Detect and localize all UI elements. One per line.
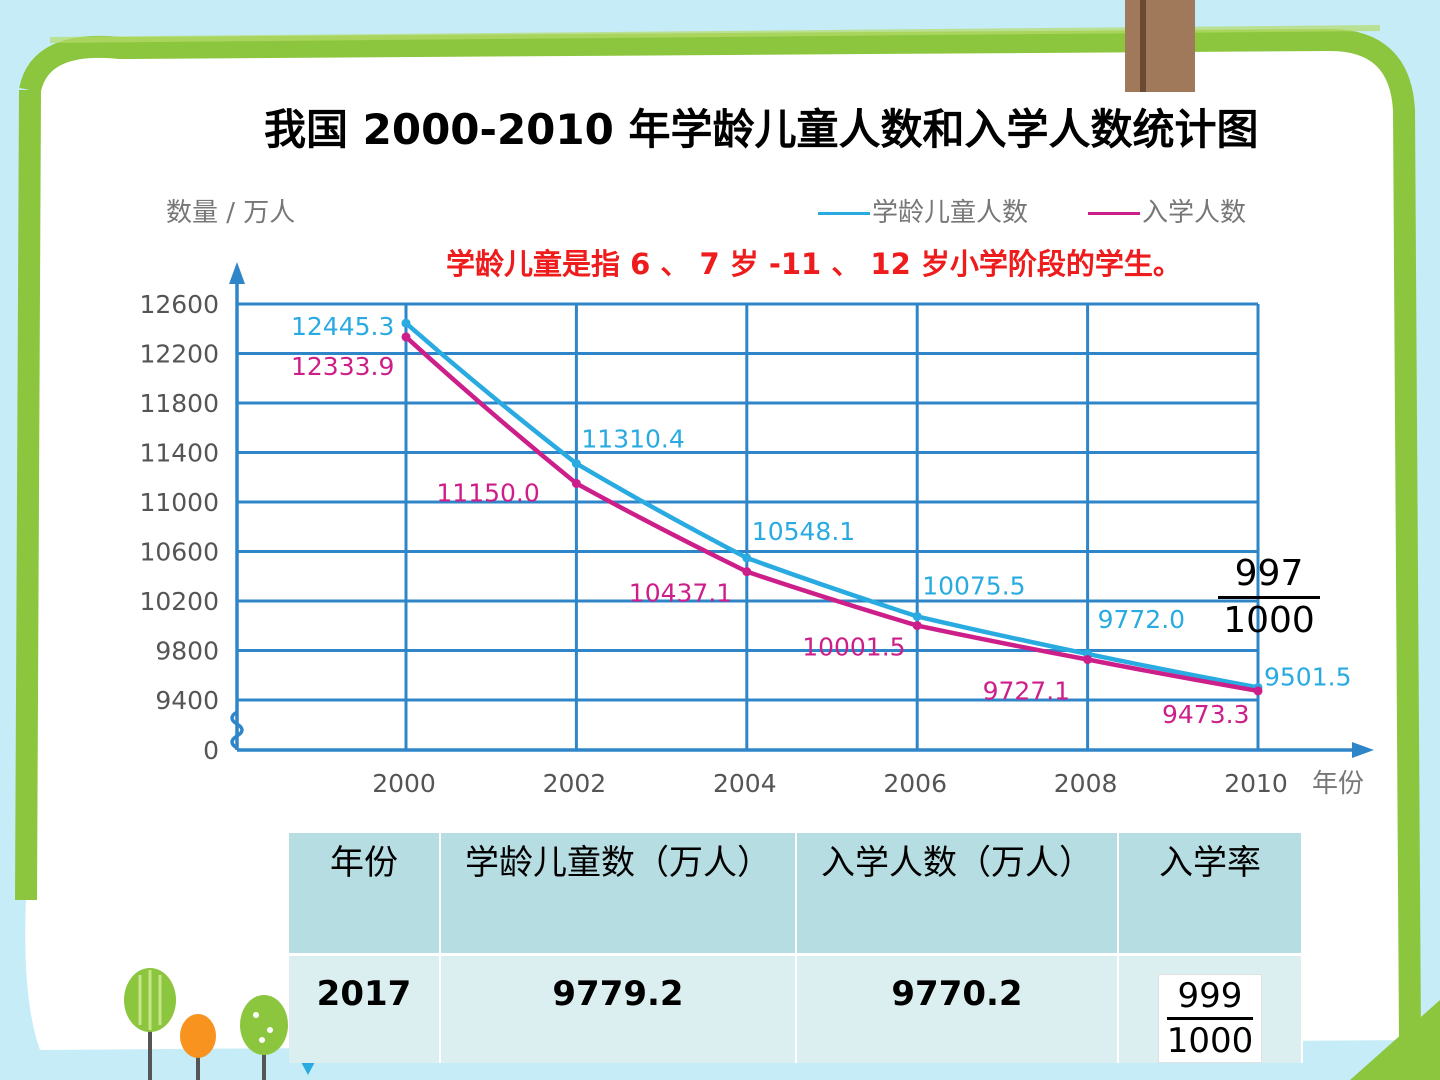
cell-enrolled: 9770.2 — [796, 954, 1119, 1063]
cell-rate: 999 1000 — [1118, 954, 1303, 1063]
cell-year: 2017 — [289, 954, 441, 1063]
data-point — [1083, 655, 1093, 665]
x-tick-label: 2004 — [713, 769, 777, 798]
y-axis-label: 数量 / 万人 — [166, 198, 296, 228]
fraction-overlay: 997 1000 — [1218, 552, 1320, 643]
fraction-numerator: 997 — [1234, 553, 1304, 594]
rate-denominator: 1000 — [1166, 1021, 1254, 1061]
chart-title: 我国 2000-2010 年学龄儿童人数和入学人数统计图 — [264, 105, 1259, 154]
chart-note: 学龄儿童是指 6 、 7 岁 -11 、 12 岁小学阶段的学生。 — [446, 247, 1182, 281]
data-point — [571, 478, 581, 488]
data-label: 9727.1 — [983, 677, 1070, 706]
rate-numerator: 999 — [1177, 976, 1243, 1016]
data-label: 9501.5 — [1264, 662, 1351, 691]
x-tick-label: 2006 — [883, 769, 947, 798]
y-axis-arrow — [229, 262, 245, 284]
rate-fraction-bar — [1166, 1017, 1254, 1020]
data-point — [912, 611, 922, 621]
legend-label-children: 学龄儿童人数 — [872, 198, 1029, 228]
fraction-denominator: 1000 — [1223, 600, 1315, 641]
series-line-children — [403, 320, 1261, 690]
y-tick-label: 11800 — [139, 389, 219, 418]
rate-fraction: 999 1000 — [1157, 974, 1263, 1063]
data-table: 年份 学龄儿童数（万人） 入学人数（万人） 入学率 2017 9779.2 97… — [289, 833, 1303, 1063]
series-line-enrolled — [403, 334, 1261, 694]
legend-item-enrolled: 入学人数 — [1088, 192, 1246, 229]
y-tick-label: 10600 — [139, 538, 219, 567]
data-point — [1253, 686, 1263, 696]
header-year: 年份 — [289, 833, 441, 956]
line-chart: 0 9400 9800 10200 10600 11000 11400 11800 12200 1… — [139, 262, 1374, 799]
legend-swatch-enrolled — [1088, 212, 1140, 215]
y-tick-label: 0 — [203, 736, 219, 765]
x-axis-arrow — [1352, 742, 1374, 758]
y-tick-label: 9400 — [155, 686, 219, 715]
data-label: 12333.9 — [291, 352, 394, 381]
table-row: 2017 9779.2 9770.2 999 1000 — [289, 954, 1303, 1063]
data-label: 10075.5 — [922, 571, 1025, 600]
header-rate: 入学率 — [1118, 833, 1303, 956]
data-point — [742, 567, 752, 577]
data-label: 9772.0 — [1098, 605, 1185, 634]
table-header-row: 年份 学龄儿童数（万人） 入学人数（万人） 入学率 — [289, 833, 1303, 956]
y-axis-break — [230, 710, 244, 750]
legend-item-children: 学龄儿童人数 — [818, 192, 1028, 229]
data-label: 10001.5 — [802, 633, 905, 662]
data-label: 11150.0 — [436, 478, 539, 507]
y-tick-label: 9800 — [155, 637, 219, 666]
y-tick-label: 10200 — [139, 587, 219, 616]
x-axis-label: 年份 — [1312, 769, 1364, 799]
cell-children: 9779.2 — [440, 954, 797, 1063]
data-label: 10437.1 — [629, 579, 732, 608]
x-tick-label: 2002 — [543, 769, 607, 798]
data-point — [742, 553, 752, 563]
legend-label-enrolled: 入学人数 — [1142, 198, 1247, 228]
header-enrolled: 入学人数（万人） — [796, 833, 1119, 956]
y-tick-label: 11000 — [139, 488, 219, 517]
x-tick-label: 2010 — [1224, 769, 1288, 798]
data-label: 9473.3 — [1162, 700, 1249, 729]
x-tick-label: 2000 — [372, 769, 436, 798]
data-point — [912, 621, 922, 631]
fraction-bar — [1218, 596, 1320, 599]
data-label: 12445.3 — [291, 312, 394, 341]
data-label: 11310.4 — [581, 425, 684, 454]
y-tick-label: 12200 — [139, 340, 219, 369]
header-children: 学龄儿童数（万人） — [440, 833, 797, 956]
x-tick-label: 2008 — [1054, 769, 1118, 798]
data-point — [401, 332, 411, 342]
data-point — [401, 318, 411, 328]
legend-swatch-children — [818, 212, 870, 215]
tree-decoration — [124, 968, 324, 1080]
tree-trunk-decoration — [1125, 0, 1195, 92]
y-tick-label: 11400 — [139, 439, 219, 468]
y-tick-label: 12600 — [139, 290, 219, 319]
data-label: 10548.1 — [752, 517, 855, 546]
data-point — [571, 459, 581, 469]
